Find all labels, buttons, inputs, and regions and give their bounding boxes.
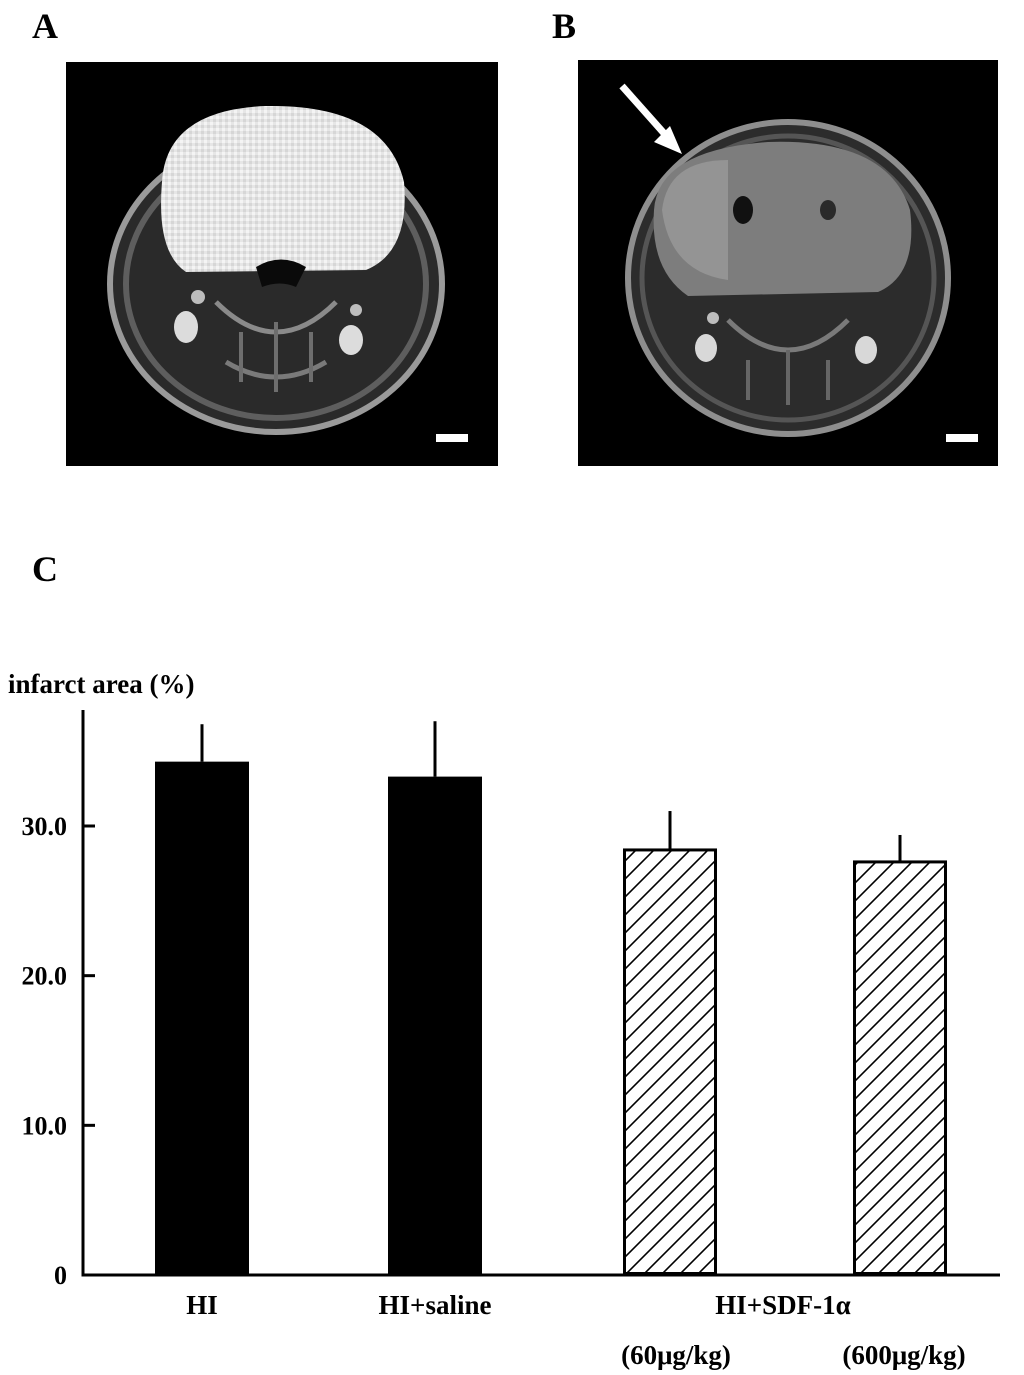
bar-3 bbox=[853, 860, 947, 1275]
mri-image-b bbox=[578, 60, 998, 466]
bar-0 bbox=[155, 761, 249, 1275]
bar-2 bbox=[623, 848, 717, 1276]
panel-label-c: C bbox=[32, 549, 58, 589]
y-tick-label-0: 0 bbox=[54, 1261, 67, 1290]
x-tick-label-1: HI+saline bbox=[379, 1290, 492, 1320]
x-tick-label-3: (600μg/kg) bbox=[842, 1340, 965, 1370]
panel-label-b: B bbox=[552, 6, 577, 46]
x-group-label: HI+SDF-1α bbox=[715, 1290, 850, 1320]
mri-image-a bbox=[66, 62, 498, 466]
y-tick-label-3: 30.0 bbox=[22, 812, 68, 841]
y-tick-label-2: 20.0 bbox=[22, 962, 68, 991]
x-tick-label-0: HI bbox=[186, 1290, 218, 1320]
bar-1 bbox=[388, 776, 482, 1275]
y-tick-label-1: 10.0 bbox=[22, 1111, 68, 1140]
x-tick-label-2: (60μg/kg) bbox=[621, 1340, 731, 1370]
bar-chart: 0 10.0 20.0 30.0 HI HI+saline HI+SDF-1α (60μg/k… bbox=[22, 710, 1000, 1370]
arrow-icon bbox=[619, 83, 682, 154]
y-axis-label: infarct area (%) bbox=[8, 669, 195, 699]
panel-label-a: A bbox=[32, 6, 58, 46]
